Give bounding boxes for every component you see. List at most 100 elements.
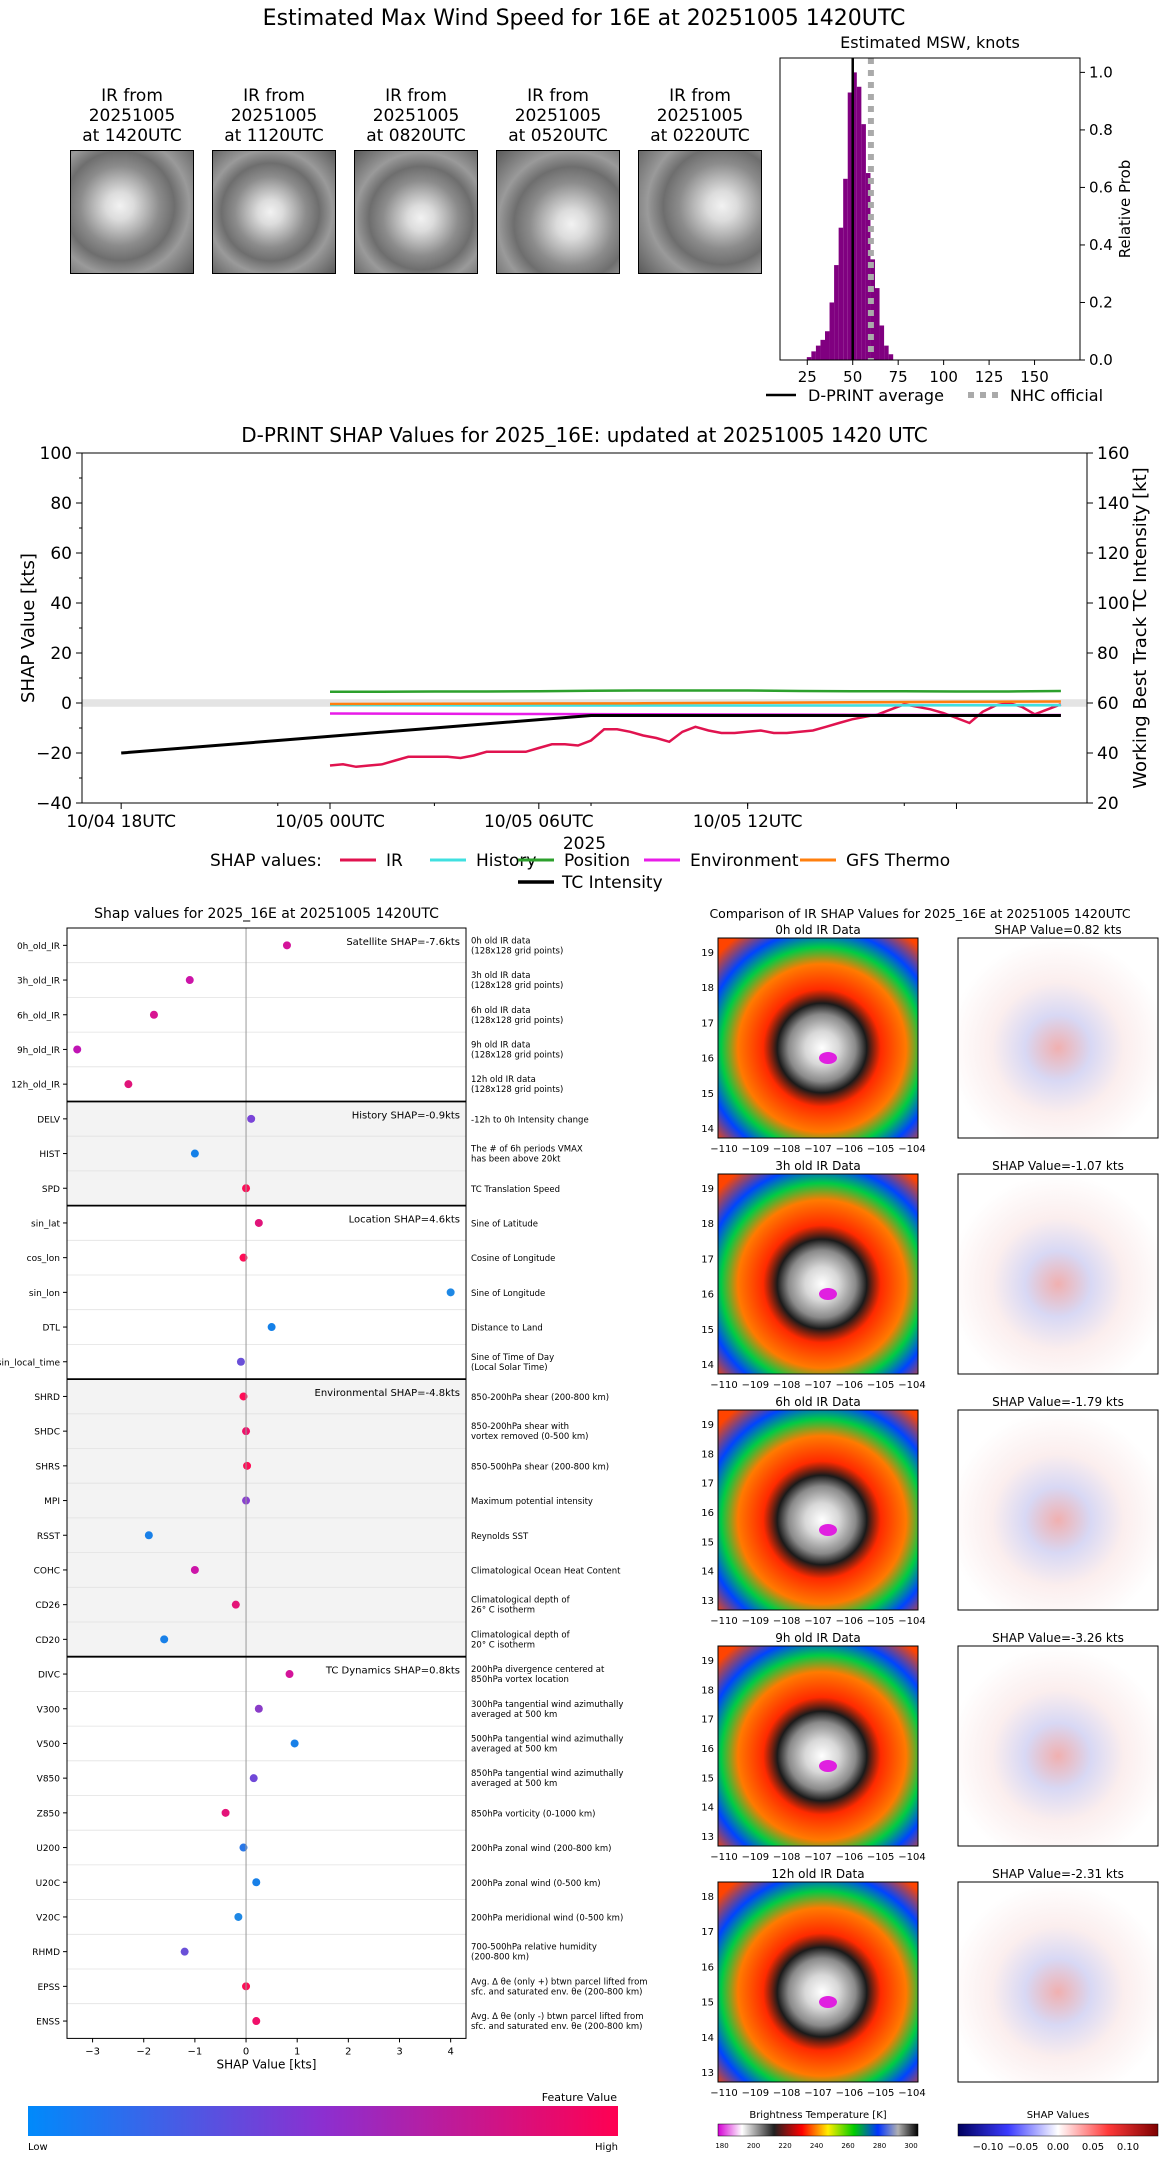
shap-map bbox=[957, 1881, 1159, 2083]
feature-shap-point bbox=[252, 1878, 261, 1887]
x-tick-label: 3 bbox=[396, 2046, 402, 2057]
x-axis-label: 2025 bbox=[563, 834, 606, 854]
feature-name: 9h_old_IR bbox=[17, 1046, 60, 1056]
shap-panel-title: SHAP Value=-1.79 kts bbox=[992, 1395, 1124, 1409]
ir-x-tick-label: −107 bbox=[804, 1144, 831, 1155]
feature-shap-point bbox=[160, 1635, 169, 1644]
feature-name: V300 bbox=[37, 1705, 61, 1715]
series-ir bbox=[329, 701, 1062, 769]
feature-description: Distance to Land bbox=[471, 1324, 543, 1334]
ir-x-tick-label: −105 bbox=[867, 1852, 894, 1863]
feature-name: RHMD bbox=[32, 1948, 60, 1958]
ir-eye-cold-spot bbox=[819, 1052, 837, 1064]
feature-name: 0h_old_IR bbox=[17, 942, 60, 952]
feature-description: TC Translation Speed bbox=[470, 1185, 560, 1195]
ir-y-tick-label: 19 bbox=[701, 948, 714, 959]
legend-label: NHC official bbox=[1010, 386, 1103, 405]
ir-x-tick-label: −104 bbox=[898, 1380, 925, 1391]
ir-thumbnail: IR from 20251005 at 1120UTC bbox=[212, 86, 336, 274]
feature-description: Reynolds SST bbox=[471, 1532, 529, 1542]
feature-description: 20° C isotherm bbox=[471, 1640, 535, 1650]
feature-description: 6h old IR data bbox=[471, 1006, 530, 1016]
ir-x-tick-label: −105 bbox=[867, 1616, 894, 1627]
ir-y-tick-label: 16 bbox=[701, 1508, 714, 1519]
feature-name: V850 bbox=[37, 1775, 61, 1785]
y-tick-label: 0.4 bbox=[1089, 236, 1113, 254]
feature-shap-point bbox=[239, 1392, 248, 1401]
y2-tick-label: 140 bbox=[1097, 494, 1129, 514]
feature-description: averaged at 500 km bbox=[471, 1710, 557, 1720]
feature-name: DTL bbox=[43, 1324, 60, 1334]
ir-y-tick-label: 13 bbox=[701, 2068, 714, 2079]
shap-tick-label: 0.00 bbox=[1047, 2142, 1069, 2153]
bt-tick-label: 240 bbox=[810, 2142, 823, 2150]
ir-thumbnail: IR from 20251005 at 0820UTC bbox=[354, 86, 478, 274]
y2-tick-label: 40 bbox=[1097, 744, 1119, 764]
feature-shap-point bbox=[239, 1843, 248, 1852]
feature-shap-point bbox=[254, 1218, 263, 1227]
ir-x-tick-label: −109 bbox=[742, 1616, 769, 1627]
ir-thumbnail: IR from 20251005 at 0520UTC bbox=[496, 86, 620, 274]
feature-shap-point bbox=[290, 1739, 299, 1748]
comparison-title: Comparison of IR SHAP Values for 2025_16… bbox=[709, 906, 1130, 921]
y-tick-label: 20 bbox=[50, 644, 72, 664]
histogram-bar bbox=[875, 288, 880, 360]
ir-x-tick-label: −108 bbox=[773, 1144, 800, 1155]
feature-shap-point bbox=[282, 941, 291, 950]
ir-thumbnail-image bbox=[212, 150, 336, 274]
x-tick-label: 10/05 06UTC bbox=[484, 812, 594, 832]
x-tick-label: 100 bbox=[929, 368, 958, 386]
bt-tick-label: 220 bbox=[778, 2142, 791, 2150]
y-tick-label: 80 bbox=[50, 494, 72, 514]
feature-description: (128x128 grid points) bbox=[471, 1050, 563, 1060]
shap-panel-title: SHAP Value=-3.26 kts bbox=[992, 1631, 1124, 1645]
ir-x-tick-label: −105 bbox=[867, 1144, 894, 1155]
ir-panel-title: 9h old IR Data bbox=[775, 1631, 861, 1645]
page-title: Estimated Max Wind Speed for 16E at 2025… bbox=[262, 6, 906, 31]
ir-x-tick-label: −104 bbox=[898, 1616, 925, 1627]
ir-thumbnail-caption: 20251005 bbox=[372, 106, 460, 126]
ir-thumbnail-caption: at 0220UTC bbox=[650, 126, 750, 146]
ir-y-tick-label: 18 bbox=[701, 1219, 714, 1230]
ir-y-tick-label: 19 bbox=[701, 1420, 714, 1431]
ir-y-tick-label: 18 bbox=[701, 1449, 714, 1460]
feature-description: sfc. and saturated env. θe (200-800 km) bbox=[471, 2022, 643, 2032]
x-tick-label: 4 bbox=[447, 2046, 453, 2057]
x-tick-label: 75 bbox=[889, 368, 908, 386]
feature-group-label: Environmental SHAP=-4.8kts bbox=[315, 1388, 461, 1399]
feature-description: The # of 6h periods VMAX bbox=[470, 1145, 583, 1155]
feature-shap-point bbox=[254, 1704, 263, 1713]
feature-shap-point bbox=[144, 1531, 153, 1540]
ir-y-tick-label: 16 bbox=[701, 1054, 714, 1065]
ir-thumbnail: IR from 20251005 at 1420UTC bbox=[70, 86, 194, 274]
feature-name: sin_lon bbox=[29, 1289, 60, 1299]
y-tick-label: 0 bbox=[61, 694, 72, 714]
series-history bbox=[329, 703, 1061, 707]
shap-map bbox=[957, 1409, 1159, 1611]
y2-tick-label: 20 bbox=[1097, 794, 1119, 814]
feature-description: Climatological depth of bbox=[471, 1596, 571, 1606]
shap-map bbox=[957, 1645, 1159, 1847]
feature-description: 300hPa tangential wind azimuthally bbox=[471, 1700, 623, 1710]
feature-name: ENSS bbox=[36, 2018, 60, 2028]
feature-description: (Local Solar Time) bbox=[471, 1363, 548, 1373]
ir-y-tick-label: 14 bbox=[701, 2033, 714, 2044]
y-tick-label: 0.8 bbox=[1089, 121, 1113, 139]
bt-tick-label: 260 bbox=[841, 2142, 854, 2150]
ir-x-tick-label: −107 bbox=[804, 1616, 831, 1627]
ir-x-tick-label: −110 bbox=[710, 1380, 737, 1391]
ir-y-tick-label: 18 bbox=[701, 1892, 714, 1903]
feature-description: 850hPa vortex location bbox=[471, 1675, 569, 1685]
ir-y-tick-label: 13 bbox=[701, 1832, 714, 1843]
feature-shap-point bbox=[446, 1288, 455, 1297]
histogram-bar bbox=[870, 259, 875, 360]
ir-x-tick-label: −106 bbox=[836, 1144, 863, 1155]
feature-name: EPSS bbox=[37, 1983, 60, 1993]
colorbar-high-label: High bbox=[595, 2142, 618, 2153]
legend-label: Environment bbox=[690, 851, 799, 871]
feature-name: U200 bbox=[36, 1844, 60, 1854]
feature-description: sfc. and saturated env. θe (200-800 km) bbox=[471, 1987, 643, 1997]
ir-x-tick-label: −107 bbox=[804, 2088, 831, 2099]
feature-description: (128x128 grid points) bbox=[471, 981, 563, 991]
histogram-bar bbox=[884, 345, 889, 360]
